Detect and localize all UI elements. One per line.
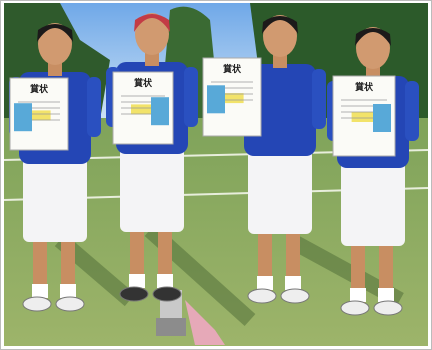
- sock: [350, 288, 366, 302]
- hair: [37, 24, 73, 42]
- sock: [157, 274, 173, 288]
- shorts: [120, 142, 184, 232]
- arm: [184, 67, 198, 127]
- certificate-title: 賞状: [30, 83, 49, 95]
- hair: [134, 14, 170, 32]
- sock: [32, 284, 48, 298]
- certificate-seal: [131, 104, 155, 115]
- head: [135, 13, 169, 55]
- arm: [405, 81, 419, 141]
- shorts: [23, 152, 87, 242]
- certificate-title: 賞状: [223, 63, 242, 75]
- medal-box: [207, 85, 225, 114]
- sock: [378, 288, 394, 302]
- shoe: [247, 288, 277, 304]
- shorts: [248, 144, 312, 234]
- certificate-title: 賞状: [355, 81, 374, 93]
- person: 賞状: [202, 15, 326, 304]
- person: 賞状: [106, 13, 198, 302]
- certificate-seal: [351, 112, 377, 122]
- head: [263, 15, 297, 57]
- shoe: [55, 296, 85, 312]
- sock: [257, 276, 273, 290]
- shoe: [340, 300, 370, 316]
- hair: [355, 28, 391, 46]
- shoe: [280, 288, 310, 304]
- shoe: [373, 300, 403, 316]
- shorts: [341, 156, 405, 246]
- shoe: [22, 296, 52, 312]
- head: [356, 27, 390, 69]
- person: 賞状: [327, 27, 419, 316]
- medal-box: [373, 104, 391, 132]
- arm: [312, 69, 326, 129]
- sock: [285, 276, 301, 290]
- shoe: [152, 286, 182, 302]
- shirt: [244, 64, 316, 156]
- certificate-seal: [27, 110, 51, 121]
- head: [38, 23, 72, 65]
- sock: [60, 284, 76, 298]
- hair: [262, 16, 298, 34]
- medal-box: [14, 103, 32, 132]
- shoe: [119, 286, 149, 302]
- sock: [129, 274, 145, 288]
- arm: [87, 77, 101, 137]
- certificate-title: 賞状: [134, 77, 153, 89]
- certificate-seal: [220, 93, 244, 104]
- medal-box: [151, 97, 169, 126]
- person: 賞状: [9, 23, 101, 312]
